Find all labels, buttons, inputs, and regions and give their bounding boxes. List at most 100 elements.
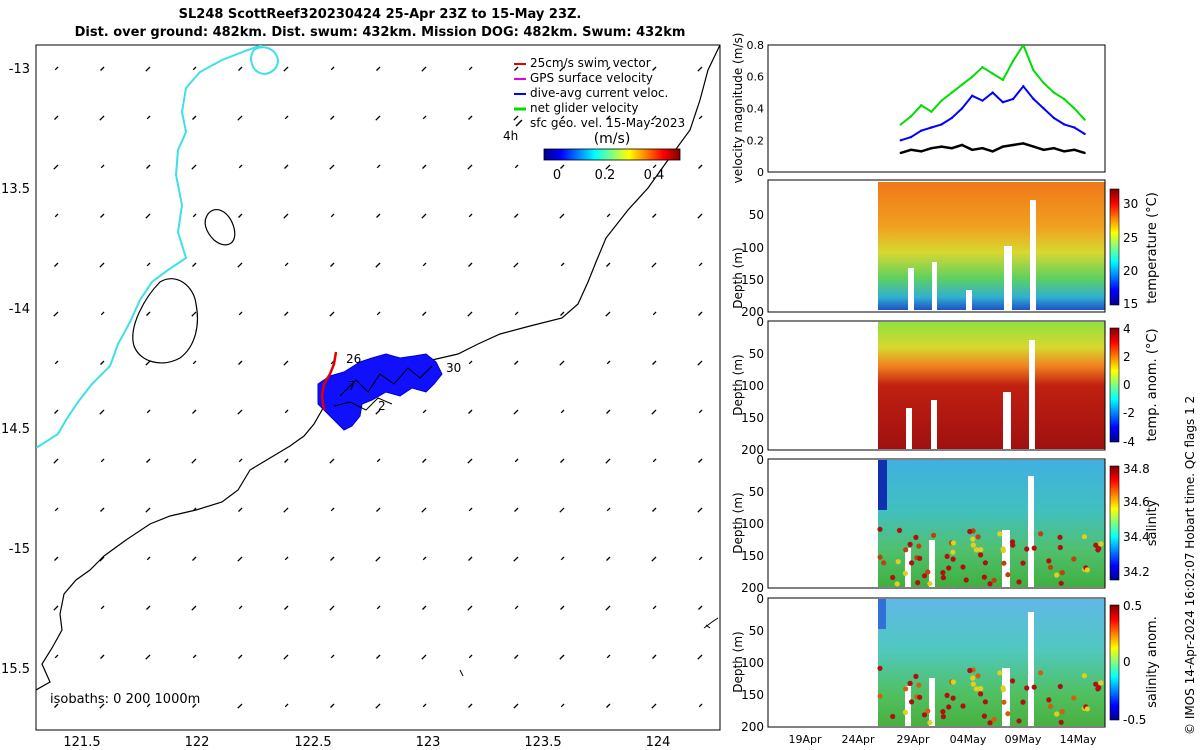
geo-vector <box>559 66 565 72</box>
velocity-point <box>1073 107 1076 110</box>
geo-vector <box>99 409 105 415</box>
profile-dot <box>1016 718 1022 724</box>
geo-vector <box>54 213 59 218</box>
profile-dot <box>1054 711 1060 717</box>
velocity-point <box>1042 148 1045 151</box>
ytick: 0.6 <box>747 71 765 84</box>
geo-vector <box>652 164 657 169</box>
geo-vector <box>330 213 335 218</box>
temperature-cticks: 15 20 25 30 <box>1123 197 1138 311</box>
geo-vector <box>467 164 473 170</box>
geo-vector <box>146 311 151 316</box>
profile-dot <box>1001 560 1007 566</box>
date-axis: 19Apr 24Apr 29Apr 04May 09May 14May <box>788 733 1096 746</box>
profile-dot <box>940 575 947 581</box>
geo-vector <box>284 409 289 414</box>
geo-vector <box>652 605 657 610</box>
geo-vector <box>192 703 197 708</box>
profile-dot <box>931 532 937 539</box>
salinity-anomaly-panel: Depth (m) 0 50 100 150 200 -0.5 0 0.5 sa… <box>731 592 1160 746</box>
geo-vector <box>559 654 565 660</box>
geo-vector <box>238 164 243 169</box>
legend-label: GPS surface velocity <box>530 71 653 85</box>
geo-vector <box>284 703 289 708</box>
velocity-point <box>991 150 994 153</box>
velocity-point <box>1073 126 1076 129</box>
ctick: 0 <box>1123 378 1131 392</box>
geo-vector <box>54 360 59 365</box>
geo-vector <box>468 654 473 659</box>
geo-vector <box>284 556 289 561</box>
profile-dot <box>1081 534 1087 540</box>
legend-side-label: 4h <box>503 129 518 143</box>
geo-vector <box>376 213 381 218</box>
geo-vector <box>606 409 611 414</box>
temp-anomaly-colorbar <box>1109 327 1120 443</box>
geo-vector <box>53 605 59 611</box>
lon-tick: 123.5 <box>524 735 561 750</box>
profile-dot <box>944 692 950 699</box>
velocity-point <box>1083 118 1086 121</box>
geo-vector <box>514 360 519 365</box>
profile-dot <box>1084 706 1090 712</box>
geo-vector <box>514 507 519 512</box>
geo-vector <box>145 360 151 366</box>
velocity-point <box>1052 147 1056 150</box>
geo-vector <box>238 654 243 659</box>
profile-dot <box>978 547 984 553</box>
geo-vector <box>605 311 611 317</box>
ctick: 4 <box>1123 322 1131 336</box>
velocity-point <box>940 99 943 102</box>
geo-vector <box>651 556 657 562</box>
profile-dot <box>925 569 931 575</box>
ctick: 34.4 <box>1123 530 1150 544</box>
salinity-anomaly-colorbar-label: salinity anom. <box>1145 616 1160 708</box>
geo-vector <box>330 507 335 512</box>
geo-vector <box>513 556 519 562</box>
profile-dot <box>1046 697 1052 703</box>
date-tick: 14May <box>1060 733 1097 746</box>
geo-vector <box>651 115 657 121</box>
profile-dot <box>982 699 989 705</box>
velocity-point <box>1022 142 1025 145</box>
velocity-point <box>1011 59 1015 63</box>
geo-vector <box>376 311 381 316</box>
profile-dot <box>916 682 922 688</box>
geo-vector <box>100 164 105 169</box>
geo-vector <box>698 409 703 414</box>
glider-track <box>317 351 443 431</box>
reef-contour-1 <box>204 209 236 246</box>
geo-vector <box>560 115 565 120</box>
geo-vector <box>145 213 151 219</box>
geo-vector <box>99 262 105 268</box>
geo-vector <box>99 115 105 121</box>
profile-dot <box>1098 680 1104 686</box>
geo-vector <box>238 213 243 218</box>
geo-vector <box>283 654 289 660</box>
geo-vector <box>652 311 657 316</box>
velocity-point <box>1052 91 1056 94</box>
geo-vector <box>376 66 381 71</box>
profile-dot <box>921 712 928 718</box>
geo-vector <box>697 507 703 513</box>
geo-vector <box>145 507 151 513</box>
salinity-field <box>878 460 1105 587</box>
profile-dot <box>1047 703 1054 710</box>
profile-dot <box>987 581 993 587</box>
profile-dot <box>1038 670 1044 676</box>
ytick: 0 <box>756 315 764 329</box>
geo-vector <box>422 409 427 414</box>
day-label-26: 26 <box>346 352 361 366</box>
profile-dot <box>896 527 903 534</box>
geo-vector <box>514 213 519 218</box>
profile-dot <box>890 713 896 720</box>
ctick: 25 <box>1123 231 1138 245</box>
ytick: 0 <box>757 166 764 179</box>
geo-vector <box>146 703 151 708</box>
lon-tick: 121.5 <box>63 735 100 750</box>
profile-dot <box>909 560 915 566</box>
geo-vector <box>651 409 657 415</box>
map-panel: 26 30 7 2 -13 13.5 -14 14.5 -15 15.5 121… <box>1 44 721 750</box>
profile-dot <box>963 577 969 583</box>
geo-vector <box>606 213 611 218</box>
